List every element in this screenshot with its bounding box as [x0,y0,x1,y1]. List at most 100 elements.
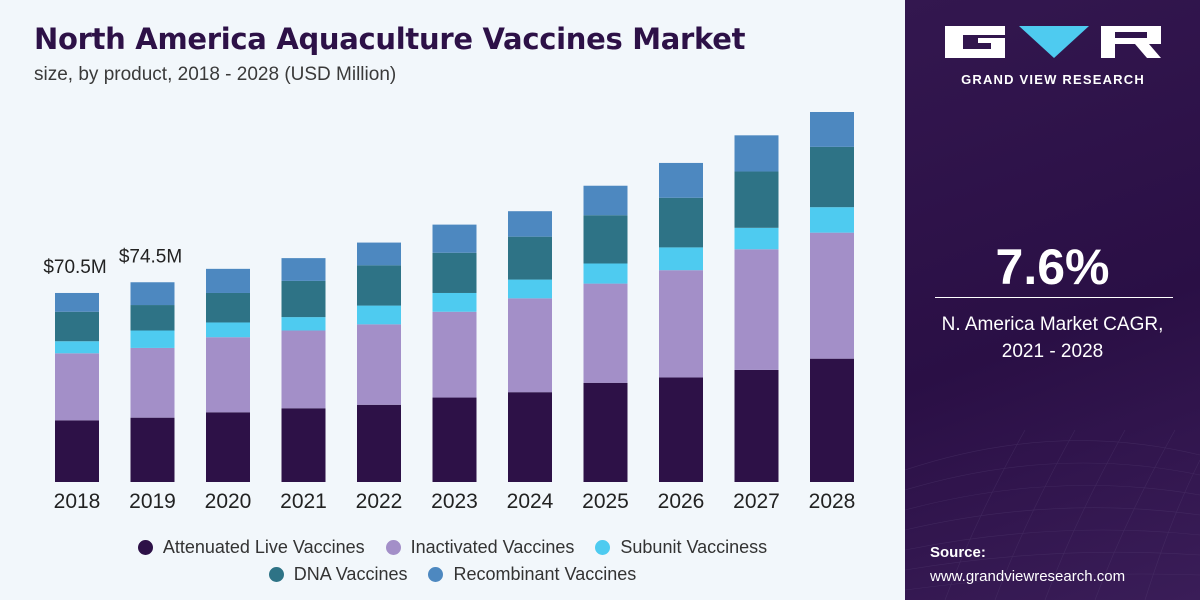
bar-2023-segment-3 [432,292,477,312]
x-tick-label-2027: 2027 [733,490,780,513]
legend-item-attenuated: Attenuated Live Vaccines [137,537,365,558]
bar-2021-segment-3 [281,317,326,331]
bar-2021-segment-2 [281,330,326,409]
legend-item-inactivated: Inactivated Vaccines [385,537,575,558]
legend-row-2: DNA Vaccines Recombinant Vaccines [0,564,905,587]
bar-2019-segment-1 [130,417,175,482]
bar-2026-segment-4 [659,197,703,248]
x-tick-label-2022: 2022 [356,490,403,513]
bar-2020-segment-2 [206,337,250,413]
bar-2025-segment-2 [583,283,628,383]
bar-2027-segment-2 [734,249,779,370]
bar-2020-segment-3 [206,322,250,338]
bar-2021-segment-1 [281,408,326,482]
legend-swatch-inactivated [385,540,401,555]
legend-swatch-attenuated [137,540,153,555]
bar-2023-segment-5 [432,224,477,253]
x-tick-label-2024: 2024 [507,490,554,513]
legend-label-recombinant: Recombinant Vaccines [453,564,637,584]
cagr-label: N. America Market CAGR, 2021 - 2028 [905,311,1200,365]
bar-2018-segment-1 [55,420,99,482]
bar-2023-segment-1 [432,397,477,482]
bar-2018-segment-4 [55,311,99,342]
bar-2019-segment-5 [130,282,175,306]
bar-2025-segment-1 [583,382,628,482]
legend-row-1: Attenuated Live Vaccines Inactivated Vac… [0,537,905,560]
x-tick-label-2025: 2025 [582,490,629,513]
bar-2028-segment-4 [810,146,854,208]
bar-2018-segment-2 [55,353,99,421]
bar-2026-segment-2 [659,270,703,378]
bar-2023-segment-4 [432,252,477,293]
legend-swatch-recombinant [428,567,444,582]
x-tick-label-2020: 2020 [205,490,252,513]
data-label-2019: $74.5M [119,246,182,267]
data-label-2018: $70.5M [43,257,106,278]
bar-2024-segment-5 [508,211,552,237]
bar-2028-segment-5 [810,112,854,147]
chart-title: North America Aquaculture Vaccines Marke… [34,22,746,56]
bar-2019-segment-4 [130,305,175,331]
bar-2022-segment-3 [357,305,401,325]
x-tick-label-2021: 2021 [280,490,327,513]
x-tick-label-2023: 2023 [431,490,478,513]
bar-2025-segment-4 [583,215,628,264]
bar-2024-segment-1 [508,392,552,482]
bar-2019-segment-2 [130,347,175,418]
logo-text: GRAND VIEW RESEARCH [961,72,1145,87]
bar-2023-segment-2 [432,311,477,398]
company-logo: GRAND VIEW RESEARCH [943,22,1163,87]
legend-item-dna: DNA Vaccines [268,564,408,585]
bar-2028-segment-2 [810,232,854,359]
stacked-bar-chart: 2018 2019 2020 2021 2022 2023 2024 2025 2026 2027… [43,112,856,513]
bar-2027-segment-5 [734,135,779,172]
cagr-value: 7.6% [995,239,1110,295]
legend-label-dna: DNA Vaccines [293,564,408,584]
bar-2027-segment-3 [734,227,779,250]
cagr-label-line-1: N. America Market CAGR, [941,314,1164,335]
info-panel: GRAND VIEW RESEARCH 7.6% N. America Mark… [905,0,1200,600]
bar-2024-segment-3 [508,279,552,299]
bar-2022-segment-1 [357,404,401,482]
source-link[interactable]: www.grandviewresearch.com [930,568,1126,585]
x-tick-label-2028: 2028 [809,490,856,513]
bar-2026-segment-5 [659,162,703,198]
bar-2024-segment-4 [508,236,552,280]
bar-2022-segment-2 [357,324,401,405]
source-label: Source: [930,544,986,561]
chart-subtitle: size, by product, 2018 - 2028 (USD Milli… [34,64,397,85]
bar-2026-segment-1 [659,377,703,482]
legend-swatch-dna [268,567,284,582]
bar-2028-segment-3 [810,207,854,233]
logo-mark-icon [945,26,1161,58]
bar-2025-segment-3 [583,263,628,284]
legend-swatch-subunit [595,540,611,555]
chart-area: North America Aquaculture Vaccines Marke… [0,22,905,587]
bar-2018-segment-5 [55,292,99,312]
bar-2018-segment-3 [55,341,99,354]
bar-2019-segment-3 [130,330,175,348]
legend-label-subunit: Subunit Vacciness [620,537,768,557]
bar-2020-segment-5 [206,268,250,293]
bar-2026-segment-3 [659,247,703,271]
x-tick-label-2026: 2026 [658,490,705,513]
decorative-grid [905,429,1200,600]
bar-2021-segment-5 [281,258,326,281]
bar-2028-segment-1 [810,358,854,482]
bar-2027-segment-4 [734,171,779,228]
cagr-label-line-2: 2021 - 2028 [1001,341,1104,362]
cagr-divider [935,297,1173,298]
bar-2022-segment-4 [357,265,401,306]
x-tick-label-2018: 2018 [54,490,101,513]
legend-item-subunit: Subunit Vacciness [595,537,767,558]
bar-2020-segment-1 [206,412,250,482]
bar-2025-segment-5 [583,185,628,216]
bar-2021-segment-4 [281,280,326,318]
bar-2027-segment-1 [734,369,779,482]
legend-label-inactivated: Inactivated Vaccines [410,537,575,557]
bar-2020-segment-4 [206,292,250,323]
bar-2024-segment-2 [508,298,552,393]
x-tick-label-2019: 2019 [129,490,176,513]
bar-2022-segment-5 [357,242,401,266]
legend-label-attenuated: Attenuated Live Vaccines [162,537,365,557]
